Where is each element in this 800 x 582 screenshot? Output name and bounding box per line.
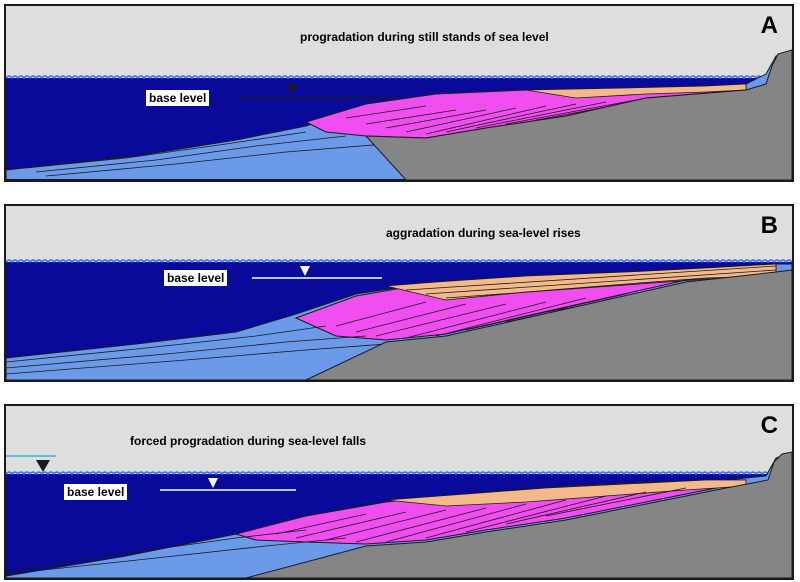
bedrock (245, 451, 792, 578)
base-level-marker-icon (208, 478, 218, 488)
prodelta-lines (6, 325, 387, 375)
prodelta-lines (25, 131, 387, 177)
panel-a: progradation during still stands of sea … (4, 4, 794, 182)
base-level-marker-icon (287, 84, 297, 94)
panel-c-cross-section (6, 406, 792, 578)
clinoform-lines (275, 487, 687, 543)
sea-level-fall-arrow-icon (36, 460, 50, 472)
panel-c-letter: C (760, 412, 778, 439)
prodelta-lines (6, 529, 347, 575)
bedrock (305, 269, 792, 380)
panel-c-base-level-label: base level (64, 484, 128, 500)
panel-a-base-level-label: base level (146, 90, 210, 106)
panel-b-cross-section (6, 206, 792, 380)
panel-b-base-level-label: base level (164, 270, 228, 286)
water-surface (6, 75, 775, 80)
panel-b-letter: B (760, 212, 778, 239)
panel-c: forced progradation during sea-level fal… (4, 404, 794, 580)
water-surface (6, 259, 792, 264)
bedrock (364, 49, 792, 180)
panel-b: aggradation during sea-level rises base … (4, 204, 794, 382)
base-level-marker-icon (300, 266, 310, 276)
panel-c-caption: forced progradation during sea-level fal… (130, 434, 367, 448)
panel-a-cross-section (6, 6, 792, 180)
topset-beds (385, 479, 747, 507)
panel-a-caption: progradation during still stands of sea … (300, 30, 549, 44)
panel-b-caption: aggradation during sea-level rises (386, 226, 581, 240)
panel-a-letter: A (760, 12, 778, 39)
water-surface (6, 471, 775, 476)
